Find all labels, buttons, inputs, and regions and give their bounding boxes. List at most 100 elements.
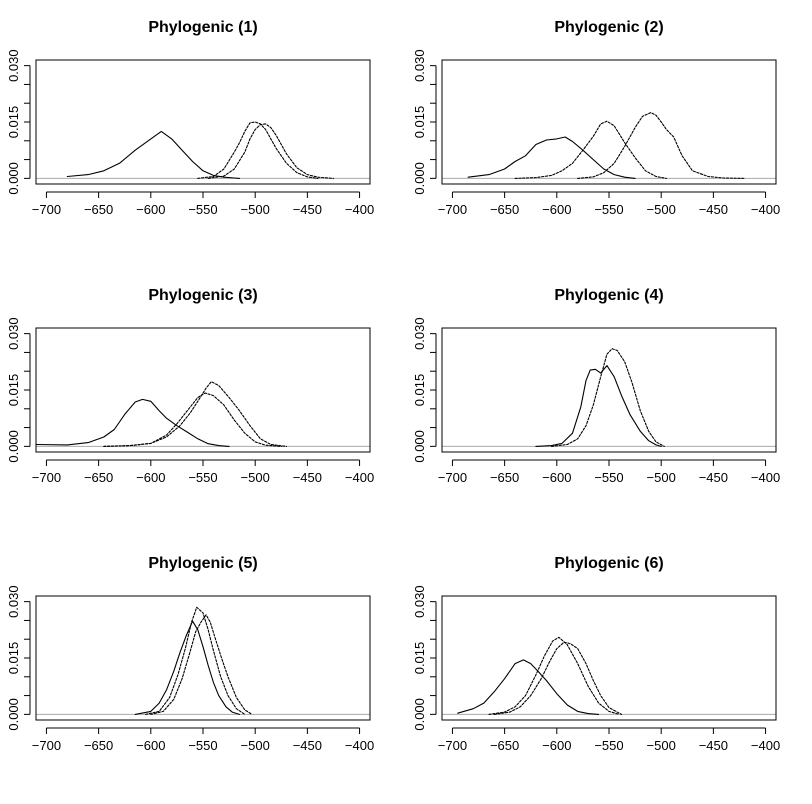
chart-title: Phylogenic (2) <box>554 19 663 36</box>
x-tick-label: −700 <box>438 738 467 753</box>
x-tick-label: −650 <box>490 202 519 217</box>
chart-svg: Phylogenic (6) −700 −650 −600 −550 −500 −450 −4… <box>412 555 780 753</box>
x-tick-label: −550 <box>594 738 623 753</box>
x-tick-label: −650 <box>84 470 113 485</box>
density-curve-3 <box>103 381 288 447</box>
y-tick-label: 0.015 <box>412 374 427 407</box>
x-tick-label: −450 <box>293 470 322 485</box>
x-tick-label: −650 <box>84 202 113 217</box>
y-tick-label: 0.015 <box>6 374 21 407</box>
chart-panel-6: Phylogenic (6) −700 −650 −600 −550 −500 −450 −4… <box>406 536 812 804</box>
y-tick-label: 0.015 <box>412 106 427 139</box>
x-tick-label: −650 <box>490 738 519 753</box>
chart-svg: Phylogenic (2) −700 −650 −600 −550 −500 −450 −4… <box>412 19 780 217</box>
chart-title: Phylogenic (6) <box>554 555 663 572</box>
x-tick-label: −500 <box>241 738 270 753</box>
x-tick-label: −700 <box>32 738 61 753</box>
density-curve-3 <box>577 112 746 179</box>
x-tick-label: −700 <box>438 470 467 485</box>
x-tick-label: −500 <box>647 202 676 217</box>
y-tick-label: 0.030 <box>412 585 427 618</box>
x-tick-label: −450 <box>699 202 728 217</box>
x-tick-label: −650 <box>490 470 519 485</box>
density-curve-3 <box>493 641 623 715</box>
x-tick-label: −400 <box>345 738 374 753</box>
y-tick-label: 0.015 <box>412 642 427 675</box>
y-tick-label: 0.000 <box>6 430 21 463</box>
chart-panel-1: Phylogenic (1) −700 −650 −600 −550 −500 −450 −4… <box>0 0 406 268</box>
x-tick-label: −400 <box>751 470 780 485</box>
x-tick-label: −600 <box>136 470 165 485</box>
density-curve-1 <box>535 365 662 447</box>
x-tick-label: −500 <box>647 470 676 485</box>
chart-title: Phylogenic (1) <box>148 19 257 36</box>
y-tick-label: 0.030 <box>6 585 21 618</box>
chart-svg: Phylogenic (3) −700 −650 −600 −550 −500 −450 −4… <box>6 287 374 485</box>
plot-frame <box>441 327 777 453</box>
chart-svg: Phylogenic (4) −700 −650 −600 −550 −500 −450 −4… <box>412 287 780 485</box>
x-tick-label: −500 <box>647 738 676 753</box>
y-tick-label: 0.015 <box>6 642 21 675</box>
plot-frame <box>441 59 777 185</box>
y-tick-label: 0.030 <box>6 317 21 350</box>
plot-frame <box>35 59 371 185</box>
x-tick-label: −600 <box>136 202 165 217</box>
x-tick-label: −600 <box>542 470 571 485</box>
y-tick-label: 0.000 <box>412 698 427 731</box>
plot-frame <box>441 595 777 721</box>
x-tick-label: −450 <box>293 738 322 753</box>
x-tick-label: −500 <box>241 202 270 217</box>
x-tick-label: −400 <box>345 470 374 485</box>
density-curve-3 <box>150 614 253 715</box>
x-tick-label: −600 <box>136 738 165 753</box>
chart-svg: Phylogenic (5) −700 −650 −600 −550 −500 −450 −4… <box>6 555 374 753</box>
chart-title: Phylogenic (4) <box>554 287 663 304</box>
plot-frame <box>35 327 371 453</box>
y-tick-label: 0.000 <box>412 162 427 195</box>
chart-panel-3: Phylogenic (3) −700 −650 −600 −550 −500 −450 −4… <box>0 268 406 536</box>
x-tick-label: −650 <box>84 738 113 753</box>
x-tick-label: −550 <box>594 202 623 217</box>
x-tick-label: −600 <box>542 738 571 753</box>
x-tick-label: −450 <box>699 738 728 753</box>
x-tick-label: −550 <box>188 738 217 753</box>
x-tick-label: −550 <box>594 470 623 485</box>
x-tick-label: −700 <box>438 202 467 217</box>
x-tick-label: −500 <box>241 470 270 485</box>
density-curve-2 <box>103 392 282 447</box>
y-tick-label: 0.030 <box>412 49 427 82</box>
density-curve-1 <box>35 398 230 447</box>
x-tick-label: −550 <box>188 202 217 217</box>
density-curve-3 <box>207 123 335 179</box>
density-curve-1 <box>457 659 600 715</box>
density-curve-1 <box>134 620 241 715</box>
y-tick-label: 0.000 <box>6 162 21 195</box>
density-curve-2 <box>488 636 620 715</box>
x-tick-label: −400 <box>345 202 374 217</box>
x-tick-label: −550 <box>188 470 217 485</box>
chart-panel-4: Phylogenic (4) −700 −650 −600 −550 −500 −450 −4… <box>406 268 812 536</box>
x-tick-label: −450 <box>699 470 728 485</box>
density-curve-1 <box>66 130 241 179</box>
plot-frame <box>35 595 371 721</box>
chart-panel-5: Phylogenic (5) −700 −650 −600 −550 −500 −450 −4… <box>0 536 406 804</box>
x-tick-label: −400 <box>751 202 780 217</box>
density-curve-2 <box>145 606 246 715</box>
chart-panel-2: Phylogenic (2) −700 −650 −600 −550 −500 −450 −4… <box>406 0 812 268</box>
density-curve-1 <box>467 136 636 179</box>
y-tick-label: 0.000 <box>412 430 427 463</box>
x-tick-label: −600 <box>542 202 571 217</box>
y-tick-label: 0.015 <box>6 106 21 139</box>
x-tick-label: −400 <box>751 738 780 753</box>
y-tick-label: 0.030 <box>412 317 427 350</box>
chart-title: Phylogenic (3) <box>148 287 257 304</box>
chart-title: Phylogenic (5) <box>148 555 257 572</box>
y-tick-label: 0.000 <box>6 698 21 731</box>
density-curve-2 <box>551 348 665 447</box>
y-tick-label: 0.030 <box>6 49 21 82</box>
density-curve-2 <box>197 121 319 179</box>
density-curve-2 <box>514 120 667 179</box>
x-tick-label: −700 <box>32 470 61 485</box>
chart-svg: Phylogenic (1) −700 −650 −600 −550 −500 −450 −4… <box>6 19 374 217</box>
